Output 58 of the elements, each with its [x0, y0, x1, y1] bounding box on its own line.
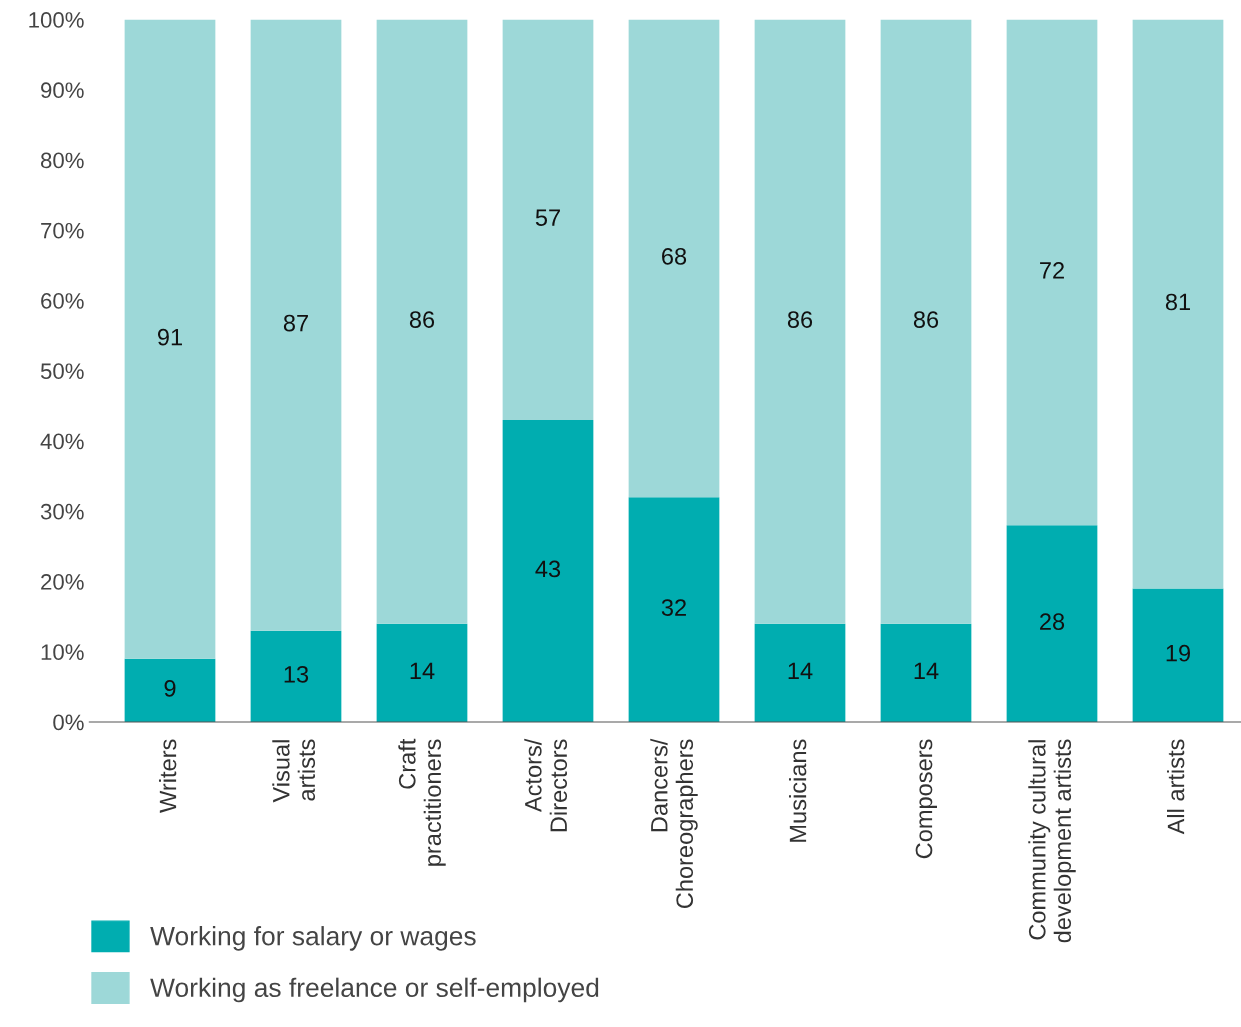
data-label: 81 [1165, 293, 1190, 311]
x-tick-label: Actors/ Directors [524, 738, 568, 832]
data-label: 57 [535, 209, 560, 227]
bar [376, 19, 468, 624]
data-label: 19 [1166, 644, 1191, 662]
bar [880, 19, 972, 624]
y-tick-label: 100% [29, 12, 84, 28]
y-tick-label: 20% [41, 574, 84, 590]
y-tick-label: 70% [41, 222, 84, 239]
data-label: 32 [661, 599, 686, 616]
bar [754, 623, 846, 722]
x-tick-label: All artists [1166, 739, 1185, 835]
x-tick-label: Musicians [788, 739, 807, 842]
x-tick-label: Dancers/ Choreographers [650, 738, 698, 909]
data-label: 86 [787, 311, 813, 328]
bar [880, 623, 972, 722]
data-label: 9 [164, 679, 176, 697]
bar [250, 19, 342, 631]
bar [1006, 19, 1098, 526]
bar [376, 623, 468, 722]
bar [250, 630, 342, 722]
x-tick-label: Writers [158, 739, 177, 813]
y-tick-label: 60% [41, 293, 84, 309]
bar [628, 497, 720, 722]
bar [502, 19, 594, 420]
legend-label: Working as freelance or self-employed [150, 977, 599, 1003]
y-tick-label: 10% [41, 644, 84, 661]
bar [628, 19, 720, 498]
bar [502, 419, 594, 722]
data-label: 87 [283, 314, 308, 332]
bar [1006, 525, 1098, 722]
bar [754, 19, 846, 624]
x-tick-label: Community cultural development artists [1028, 739, 1076, 943]
y-tick-label: 50% [40, 363, 84, 380]
y-tick-label: 0% [53, 714, 84, 731]
data-label: 14 [410, 662, 435, 679]
data-label: 86 [409, 311, 435, 328]
bar [124, 19, 216, 659]
y-tick-label: 80% [40, 152, 84, 169]
y-tick-label: 30% [40, 503, 84, 520]
data-label: 86 [913, 311, 939, 328]
bar [124, 658, 216, 722]
bar [1132, 588, 1224, 722]
data-label: 14 [914, 662, 939, 679]
data-label: 91 [157, 328, 182, 346]
data-label: 14 [788, 662, 813, 679]
y-tick-label: 90% [41, 82, 84, 99]
bar [1132, 19, 1224, 589]
x-tick-label: Craft practitioners [398, 738, 446, 866]
x-tick-label: Visual artists [272, 739, 316, 803]
data-label: 72 [1040, 262, 1064, 279]
data-label: 13 [284, 665, 309, 683]
y-tick-label: 40% [40, 433, 84, 450]
legend-label: Working for salary or wages [150, 926, 476, 951]
data-label: 68 [662, 247, 687, 265]
x-tick-label: Composers [915, 739, 937, 859]
data-label: 43 [535, 560, 561, 578]
data-label: 28 [1040, 613, 1065, 630]
